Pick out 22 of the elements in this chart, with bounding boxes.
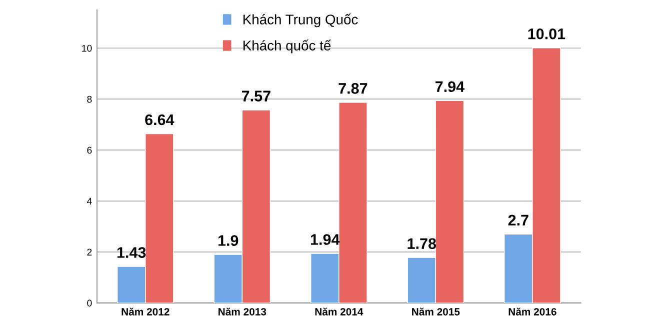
x-tick-label: Năm 2015 bbox=[412, 308, 460, 316]
y-tick-label: 0 bbox=[87, 300, 92, 307]
y-tick-label: 8 bbox=[87, 96, 92, 103]
data-label: 7.87 bbox=[338, 83, 368, 94]
y-tick-label: 4 bbox=[86, 198, 92, 205]
data-label: 6.64 bbox=[145, 114, 174, 126]
x-tick-label: Năm 2016 bbox=[508, 308, 556, 316]
y-tick-label: 10 bbox=[82, 44, 92, 52]
x-tick-label: Năm 2014 bbox=[315, 308, 364, 316]
y-tick-label: 6 bbox=[87, 146, 92, 154]
data-label: 2.7 bbox=[508, 214, 528, 226]
data-label: 1.43 bbox=[117, 247, 146, 258]
legend-label: Khách Trung Quốc bbox=[243, 14, 358, 28]
x-tick-label: Năm 2013 bbox=[218, 308, 266, 316]
y-tick-label: 2 bbox=[87, 248, 92, 256]
data-label: 10.01 bbox=[528, 28, 566, 40]
legend-label: Khách quốc tế bbox=[243, 40, 331, 54]
data-label: 1.9 bbox=[218, 235, 238, 246]
x-tick-label: Năm 2012 bbox=[122, 308, 170, 316]
data-label: 1.78 bbox=[408, 238, 436, 250]
data-label: 7.57 bbox=[242, 90, 270, 102]
data-label: 7.94 bbox=[435, 81, 464, 92]
